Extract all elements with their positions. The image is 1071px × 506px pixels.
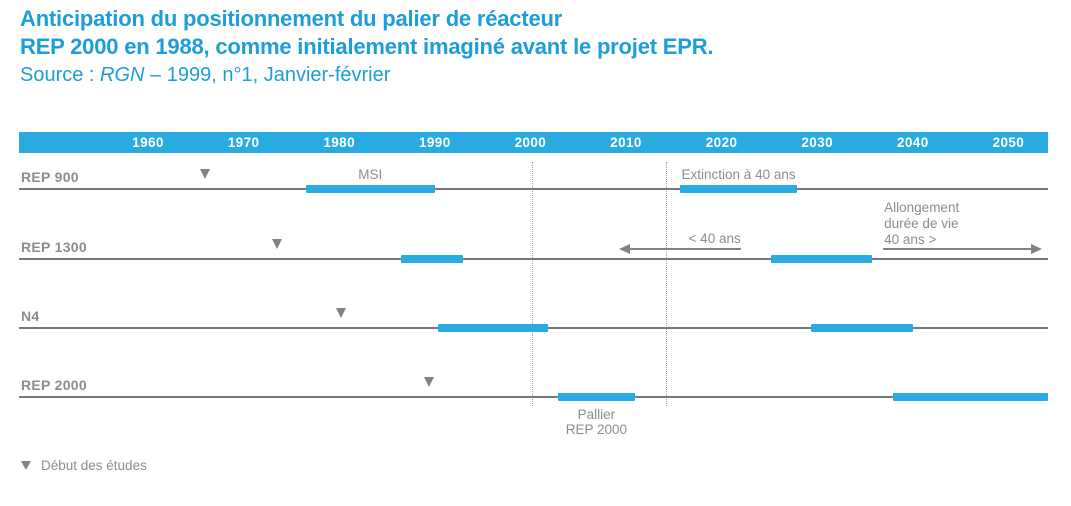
source-journal: RGN [100, 64, 145, 86]
duration-arrow-line [628, 248, 741, 250]
source-suffix: – 1999, n°1, Janvier-février [144, 64, 391, 86]
row-label: N4 [21, 308, 40, 324]
title-line-2: REP 2000 en 1988, comme initialement ima… [20, 34, 714, 59]
source-line: Source : RGN – 1999, n°1, Janvier-févrie… [20, 61, 713, 89]
chart-title: Anticipation du positionnement du palier… [20, 5, 714, 89]
row-line [19, 396, 1048, 398]
study-start-marker [272, 239, 283, 249]
timeline-bar [679, 185, 798, 193]
title-line-1: Anticipation du positionnement du palier… [20, 6, 563, 31]
study-start-marker [200, 169, 211, 179]
reference-line [532, 162, 534, 406]
legend: Début des études [21, 458, 147, 473]
axis-year-label: 1980 [323, 135, 356, 150]
legend-label: Début des études [41, 458, 147, 473]
timeline-bar [401, 255, 463, 263]
timeline-bar [811, 324, 913, 332]
arrow-label: < 40 ans [688, 231, 741, 246]
row-label: REP 900 [21, 169, 79, 185]
axis-year-label: 2000 [514, 135, 547, 150]
axis-year-label: 2030 [801, 135, 834, 150]
source-prefix: Source : [20, 64, 101, 86]
left-arrowhead-icon [619, 244, 631, 254]
duration-arrow-line [883, 248, 1033, 250]
row-label: REP 2000 [21, 377, 87, 393]
axis-year-label: 2010 [610, 135, 642, 150]
timeline-bar [892, 393, 1048, 401]
row-label: REP 1300 [21, 239, 87, 255]
axis-year-label: 1970 [227, 135, 260, 150]
bar-label: Extinction à 40 ans [681, 167, 796, 182]
axis-year-label: 1960 [132, 135, 164, 150]
study-start-marker [424, 377, 435, 387]
reference-line [666, 162, 668, 406]
timeline-bar [771, 255, 872, 263]
timeline-bar [558, 393, 635, 401]
bar-label: Pallier REP 2000 [565, 407, 628, 437]
axis-year-label: 1990 [418, 135, 451, 150]
timeline-bar [437, 324, 548, 332]
study-start-legend-icon [21, 461, 31, 470]
axis-year-label: 2050 [992, 135, 1025, 150]
right-arrowhead-icon [1030, 244, 1042, 254]
timeline-bar [305, 185, 435, 193]
timeline-axis-bar [19, 132, 1048, 153]
axis-year-label: 2040 [896, 135, 929, 150]
bar-label: MSI [358, 167, 383, 182]
study-start-marker [336, 308, 347, 318]
axis-year-label: 2020 [705, 135, 738, 150]
arrow-label: Allongement durée de vie 40 ans > [884, 200, 960, 247]
row-line [19, 258, 1048, 260]
row-line [19, 188, 1048, 190]
